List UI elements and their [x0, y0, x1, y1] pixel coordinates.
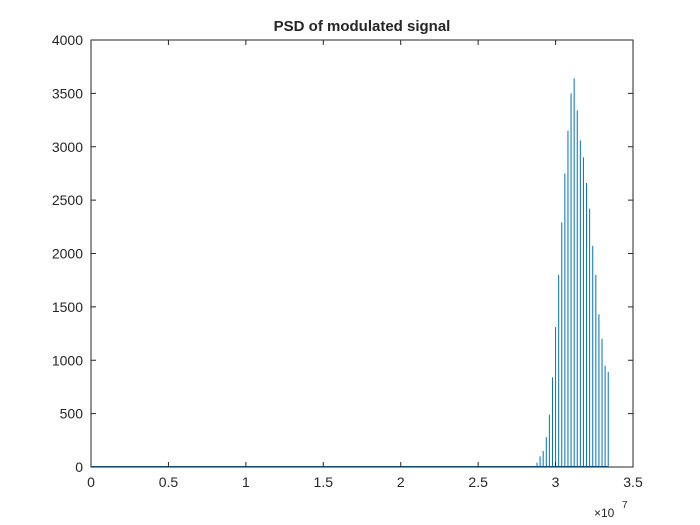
x-tick-label: 2.5 [468, 474, 488, 490]
x-tick-label: 0 [87, 474, 95, 490]
y-axis-ticks: 0 500 1000 1500 2000 2500 3000 3500 4000 [52, 32, 633, 475]
chart-title: PSD of modulated signal [274, 18, 451, 35]
x-tick-label: 2 [397, 474, 405, 490]
y-tick-label: 3000 [52, 139, 83, 155]
x-tick-label: 1 [242, 474, 250, 490]
x-tick-label: 3.5 [623, 474, 643, 490]
x-tick-label: 1.5 [314, 474, 334, 490]
x-tick-label: 3 [552, 474, 560, 490]
x-exponent-base: ×10 [594, 506, 615, 520]
x-axis-ticks: 0 0.5 1 1.5 2 2.5 3 3.5 [87, 40, 643, 490]
y-tick-label: 4000 [52, 32, 83, 48]
y-tick-label: 1000 [52, 352, 83, 368]
plot-area [91, 78, 609, 467]
y-tick-label: 2000 [52, 246, 83, 262]
y-tick-label: 0 [75, 459, 83, 475]
x-exponent-power: 7 [622, 500, 628, 511]
y-tick-label: 3500 [52, 85, 83, 101]
x-tick-label: 0.5 [159, 474, 179, 490]
y-tick-label: 2500 [52, 192, 83, 208]
y-tick-label: 500 [60, 406, 84, 422]
x-exponent-label: ×10 7 [594, 500, 628, 520]
y-tick-label: 1500 [52, 299, 83, 315]
